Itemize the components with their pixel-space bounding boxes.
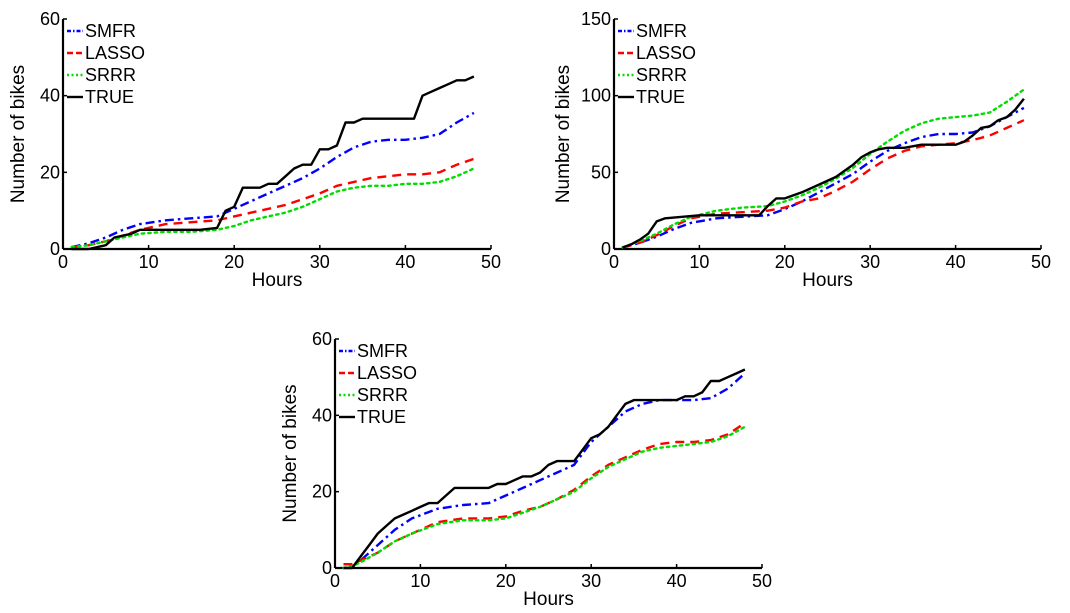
x-tick-label: 0 — [58, 252, 68, 272]
series-line-smfr — [622, 106, 1025, 249]
y-axis-label: Number of bikes — [280, 384, 301, 522]
series-line-srrr — [621, 88, 1026, 249]
series-line-true — [71, 75, 475, 251]
y-tick-label: 40 — [40, 86, 60, 106]
y-tick-label: 50 — [591, 162, 611, 182]
legend-label-true: TRUE — [85, 87, 134, 107]
series-line-smfr — [71, 111, 475, 249]
x-tick-label: 30 — [310, 252, 330, 272]
x-tick-label: 10 — [689, 252, 709, 272]
series-line-true — [343, 368, 746, 570]
x-axis-label: Hours — [252, 270, 303, 291]
x-tick-label: 20 — [224, 252, 244, 272]
legend-label-lasso: LASSO — [636, 43, 696, 63]
y-tick-label: 0 — [50, 239, 60, 259]
series-line-srrr — [342, 425, 747, 570]
y-tick-label: 60 — [312, 329, 332, 349]
legend-label-lasso: LASSO — [357, 363, 417, 383]
x-tick-label: 40 — [395, 252, 415, 272]
legend-label-smfr: SMFR — [85, 21, 136, 41]
chart-bottom: 0 10 20 30 40 50 0 20 40 60 Hours Number of bikes SM… — [280, 329, 772, 610]
x-tick-label: 20 — [496, 571, 516, 591]
x-tick-label: 10 — [410, 571, 430, 591]
chart-top-left: 0 10 20 30 40 50 0 20 40 60 Hours Number of bikes SM… — [8, 9, 501, 291]
y-tick-label: 40 — [312, 405, 332, 425]
y-tick-label: 100 — [581, 86, 611, 106]
x-tick-label: 10 — [139, 252, 159, 272]
legend-label-smfr: SMFR — [357, 341, 408, 361]
series-line-true — [622, 97, 1025, 249]
x-axis-label: Hours — [523, 589, 574, 610]
legend-label-smfr: SMFR — [636, 21, 687, 41]
legend-label-lasso: LASSO — [85, 43, 145, 63]
legend-label-true: TRUE — [357, 407, 406, 427]
x-tick-label: 20 — [775, 252, 795, 272]
x-tick-label: 40 — [667, 571, 687, 591]
x-axis-label: Hours — [802, 270, 853, 291]
chart-top-right: 0 10 20 30 40 50 0 50 100 150 Hours Number of bikes… — [553, 9, 1051, 291]
series-line-srrr — [70, 167, 476, 249]
series-line-lasso — [343, 422, 746, 566]
y-tick-label: 0 — [322, 558, 332, 578]
legend-label-srrr: SRRR — [636, 65, 687, 85]
y-axis-label: Number of bikes — [553, 65, 574, 203]
y-tick-label: 0 — [601, 239, 611, 259]
x-tick-label: 30 — [581, 571, 601, 591]
x-tick-label: 50 — [752, 571, 772, 591]
legend-label-true: TRUE — [636, 87, 685, 107]
y-tick-label: 20 — [312, 482, 332, 502]
x-tick-label: 50 — [481, 252, 501, 272]
x-tick-label: 0 — [330, 571, 340, 591]
legend-label-srrr: SRRR — [85, 65, 136, 85]
x-tick-label: 50 — [1031, 252, 1051, 272]
legend-label-srrr: SRRR — [357, 385, 408, 405]
x-tick-label: 30 — [860, 252, 880, 272]
x-tick-label: 40 — [946, 252, 966, 272]
y-tick-label: 60 — [40, 9, 60, 29]
x-tick-label: 0 — [609, 252, 619, 272]
y-axis-label: Number of bikes — [8, 65, 29, 203]
y-tick-label: 20 — [40, 162, 60, 182]
y-tick-label: 150 — [581, 9, 611, 29]
series-line-smfr — [343, 372, 746, 566]
